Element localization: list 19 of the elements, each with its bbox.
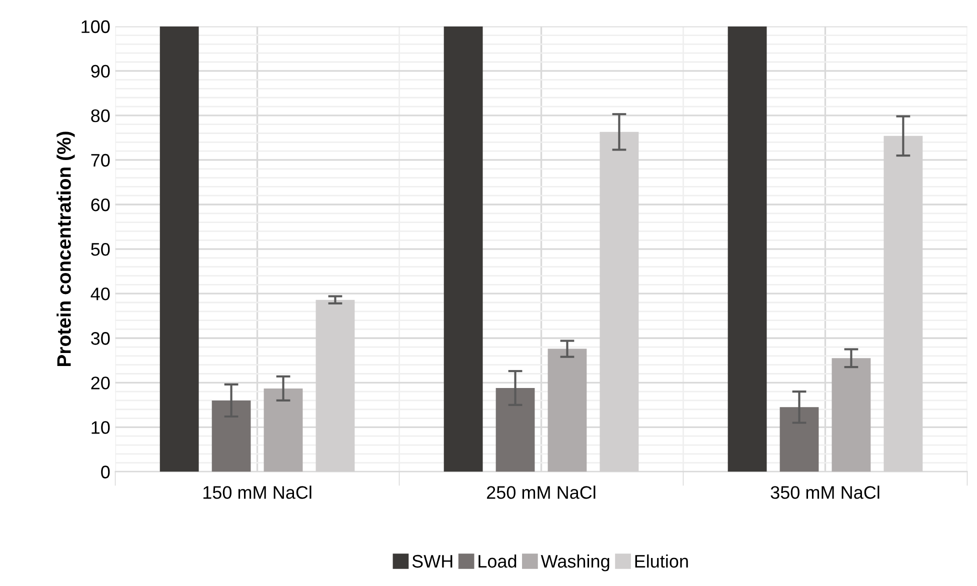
x-tick-label: 350 mM NaCl <box>770 486 880 499</box>
y-tick-label: 30 <box>91 332 110 345</box>
legend-label: Load <box>478 554 516 568</box>
legend-label: Washing <box>540 554 610 572</box>
y-axis-title: Protein concentration (%) <box>56 132 75 366</box>
x-tick-label: 150 mM NaCl <box>203 486 312 499</box>
y-tick-label: 90 <box>91 64 110 78</box>
y-tick-label: 20 <box>91 376 110 390</box>
y-tick-label: 80 <box>91 109 110 122</box>
x-tick-label: 250 mM NaCl <box>486 486 596 499</box>
legend-label: Elution <box>635 554 688 568</box>
y-tick-label: 10 <box>92 421 110 434</box>
y-tick-label: 0 <box>101 466 110 478</box>
y-tick-label: 60 <box>91 198 110 212</box>
y-tick-label: 100 <box>82 20 110 34</box>
y-tick-label: 40 <box>90 288 110 300</box>
y-tick-label: 50 <box>91 242 110 256</box>
legend-label: SWH <box>412 554 452 568</box>
y-tick-label: 70 <box>91 154 110 167</box>
